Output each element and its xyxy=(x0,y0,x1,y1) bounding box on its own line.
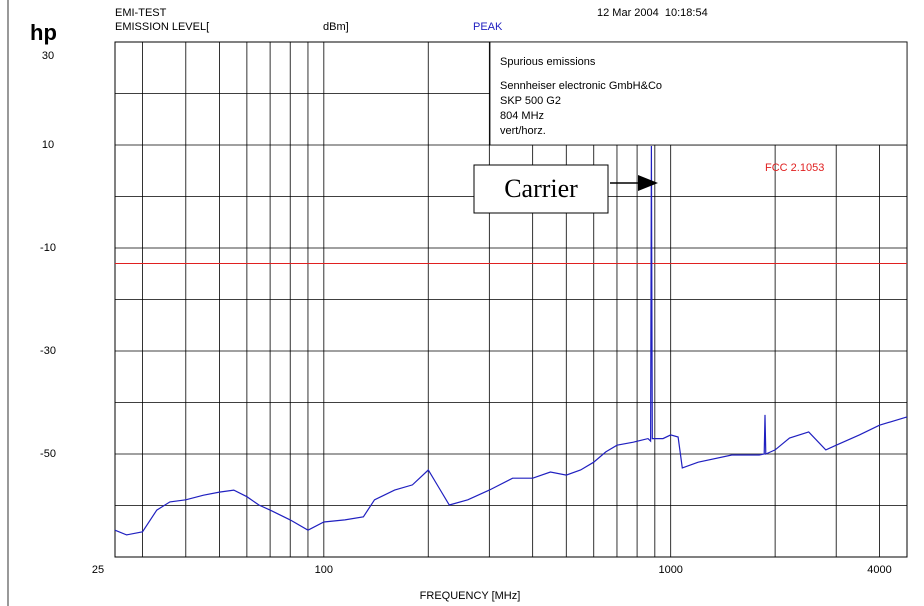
brand: hp xyxy=(30,20,57,45)
y-axis-unit: dBm] xyxy=(323,21,349,33)
annotation: Carrier xyxy=(504,174,578,203)
timestamp: 12 Mar 2004 10:18:54 xyxy=(597,7,708,19)
info-box xyxy=(489,41,908,146)
x-tick-label: 100 xyxy=(315,564,333,576)
y-tick-label: -30 xyxy=(40,345,56,357)
x-tick-label: 1000 xyxy=(658,564,682,576)
x-tick-label: 25 xyxy=(92,564,104,576)
limit-label: FCC 2.1053 xyxy=(765,162,824,174)
info-line: Spurious emissions xyxy=(500,56,596,68)
y-tick-label: 30 xyxy=(42,50,54,62)
x-tick-label: 4000 xyxy=(867,564,891,576)
annotation-arrowhead xyxy=(638,175,658,191)
y-tick-label: 10 xyxy=(42,139,54,151)
x-axis-label: FREQUENCY [MHz] xyxy=(420,590,521,602)
info-line: SKP 500 G2 xyxy=(500,95,561,107)
info-line: Sennheiser electronic GmbH&Co xyxy=(500,80,662,92)
detector: PEAK xyxy=(473,21,503,33)
y-tick-label: -50 xyxy=(40,448,56,460)
y-axis-label: EMISSION LEVEL[ xyxy=(115,21,209,33)
chart-title: EMI-TEST xyxy=(115,7,167,19)
trace xyxy=(114,145,908,536)
annotation-box xyxy=(473,164,609,214)
y-tick-label: -10 xyxy=(40,242,56,254)
info-line: vert/horz. xyxy=(500,125,546,137)
info-line: 804 MHz xyxy=(500,110,544,122)
